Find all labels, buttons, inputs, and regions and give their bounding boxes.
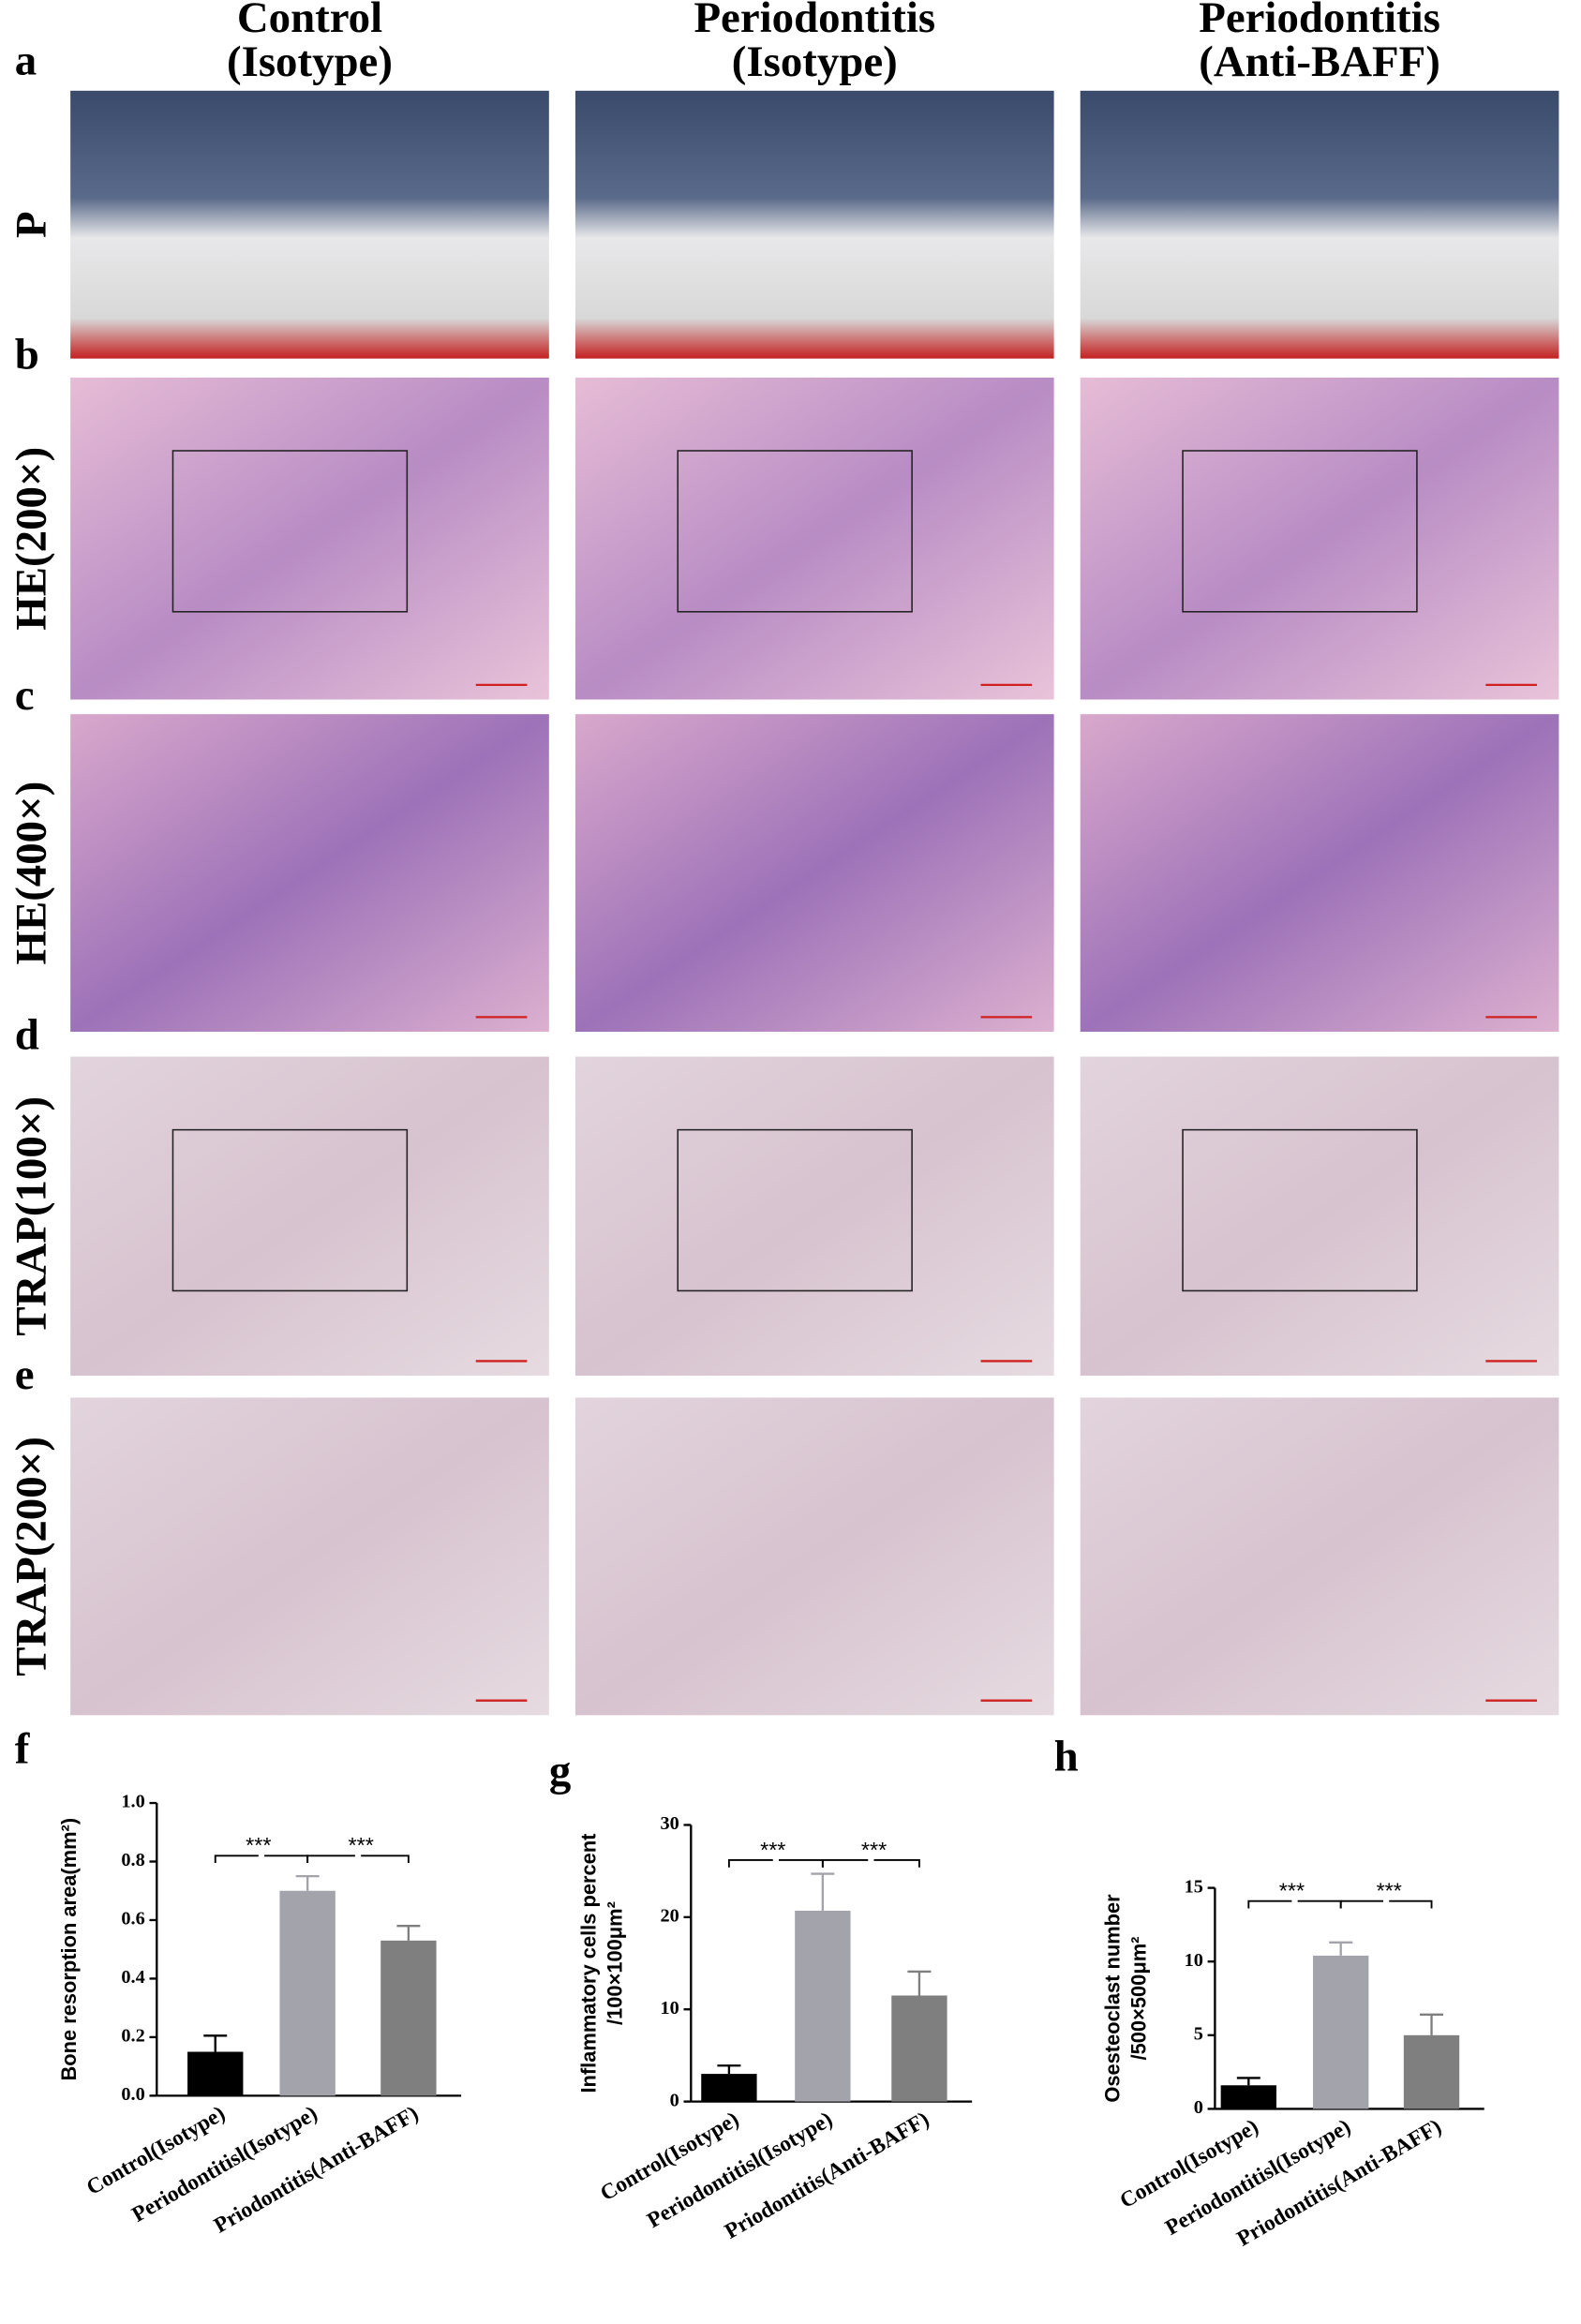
bar bbox=[1313, 1955, 1369, 2109]
y-tick-label: 20 bbox=[661, 1906, 679, 1927]
zoom-box bbox=[1182, 1128, 1418, 1292]
row-label: P bbox=[7, 211, 55, 238]
y-tick-label: 0.0 bbox=[121, 2084, 144, 2105]
column-header: (Anti-BAFF) bbox=[1199, 37, 1440, 86]
micrograph bbox=[70, 1397, 549, 1716]
y-tick-label: 30 bbox=[661, 1813, 679, 1834]
panel-letter: d bbox=[15, 1011, 39, 1060]
row-label: HE(400×) bbox=[7, 782, 55, 965]
bar bbox=[1403, 2034, 1460, 2109]
y-tick-label: 10 bbox=[661, 1998, 679, 2019]
y-axis-label: /500×500μm² bbox=[1127, 1937, 1151, 2061]
column-header: Control bbox=[237, 0, 382, 42]
bar bbox=[187, 2051, 244, 2096]
micrograph bbox=[574, 1397, 1054, 1716]
panel-letter: b bbox=[15, 330, 39, 379]
error-bar bbox=[1420, 2013, 1444, 2035]
micrograph bbox=[70, 1056, 549, 1377]
y-tick-label: 0 bbox=[1194, 2097, 1203, 2118]
y-tick-label: 0.4 bbox=[121, 1967, 144, 1988]
panel-letter: a bbox=[15, 36, 37, 84]
error-bar bbox=[907, 1970, 932, 1996]
zoom-box bbox=[677, 450, 913, 613]
micrograph bbox=[1080, 1397, 1559, 1716]
y-axis-label: /100×100μm² bbox=[603, 1901, 626, 2025]
micrograph bbox=[574, 90, 1054, 359]
significance-bracket bbox=[306, 1855, 410, 1864]
error-bar bbox=[295, 1874, 320, 1891]
panel-letter: g bbox=[549, 1747, 571, 1795]
row-label: HE(200×) bbox=[7, 447, 55, 631]
error-bar bbox=[396, 1925, 421, 1941]
y-tick-label: 5 bbox=[1194, 2023, 1203, 2044]
error-bar bbox=[717, 2064, 741, 2075]
significance-label: *** bbox=[861, 1838, 887, 1862]
error-bar bbox=[1236, 2077, 1260, 2086]
micrograph bbox=[574, 1056, 1054, 1377]
micrograph bbox=[574, 714, 1054, 1033]
y-tick-label: 0.6 bbox=[121, 1909, 144, 1929]
y-tick-label: 0.8 bbox=[121, 1850, 144, 1870]
y-tick-label: 0 bbox=[670, 2090, 679, 2110]
panel-letter: e bbox=[15, 1350, 35, 1399]
significance-label: *** bbox=[760, 1838, 785, 1862]
micrograph bbox=[574, 377, 1054, 700]
micrograph bbox=[1080, 1056, 1559, 1377]
row-label: TRAP(200×) bbox=[7, 1437, 55, 1676]
bar bbox=[701, 2074, 757, 2102]
micrograph bbox=[70, 714, 549, 1033]
error-bar bbox=[203, 2034, 228, 2052]
error-bar bbox=[1329, 1941, 1353, 1956]
column-header: (Isotype) bbox=[732, 37, 898, 86]
bar bbox=[1220, 2085, 1276, 2109]
bar bbox=[795, 1910, 851, 2102]
y-tick-label: 15 bbox=[1185, 1876, 1203, 1897]
micrograph bbox=[70, 90, 549, 359]
y-axis-label: Bone resorption area(mm²) bbox=[57, 1818, 81, 2081]
micrograph bbox=[1080, 90, 1559, 359]
panel-letter: f bbox=[15, 1725, 31, 1774]
significance-label: *** bbox=[348, 1833, 373, 1857]
y-axis-label: Inflammatory cells percent bbox=[576, 1833, 600, 2093]
column-header: Periodontitis bbox=[694, 0, 935, 42]
error-bar bbox=[811, 1872, 835, 1911]
row-label: TRAP(100×) bbox=[7, 1096, 55, 1336]
zoom-box bbox=[172, 450, 409, 613]
y-axis-label: Osesteoclast number bbox=[1100, 1894, 1124, 2103]
significance-label: *** bbox=[246, 1833, 271, 1857]
column-header: (Isotype) bbox=[227, 37, 393, 86]
micrograph bbox=[70, 377, 549, 700]
significance-label: *** bbox=[1377, 1878, 1402, 1902]
panel-letter: h bbox=[1054, 1732, 1079, 1780]
micrograph bbox=[1080, 377, 1559, 700]
significance-label: *** bbox=[1279, 1878, 1305, 1902]
column-header: Periodontitis bbox=[1199, 0, 1440, 42]
bar bbox=[891, 1995, 947, 2102]
zoom-box bbox=[1182, 450, 1418, 613]
bar bbox=[279, 1890, 336, 2096]
y-tick-label: 0.2 bbox=[121, 2026, 144, 2047]
panel-letter: c bbox=[15, 671, 35, 720]
zoom-box bbox=[677, 1128, 913, 1292]
y-tick-label: 1.0 bbox=[121, 1792, 144, 1812]
bar bbox=[380, 1940, 437, 2096]
significance-bracket bbox=[821, 1859, 920, 1868]
significance-bracket bbox=[1339, 1899, 1433, 1909]
micrograph bbox=[1080, 714, 1559, 1033]
zoom-box bbox=[172, 1128, 409, 1292]
y-tick-label: 10 bbox=[1185, 1950, 1203, 1971]
